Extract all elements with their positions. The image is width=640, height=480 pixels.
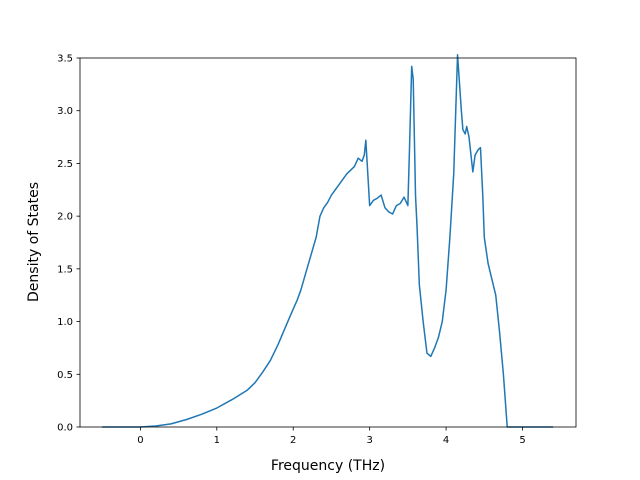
- y-axis-ticks: 0.0 0.5 1.0 1.5 2.0 2.5 3.0 3.5: [57, 54, 80, 434]
- x-tick-label: 3: [366, 435, 372, 446]
- plot-area: [79, 54, 577, 428]
- y-tick-label: 0.5: [57, 370, 73, 381]
- y-tick-label: 1.0: [57, 317, 73, 328]
- y-tick-label: 3.5: [57, 54, 73, 65]
- x-axis-label: Frequency (THz): [271, 458, 385, 474]
- y-tick-label: 3.0: [57, 106, 73, 117]
- dos-series-line: [102, 54, 554, 428]
- x-tick-label: 0: [137, 435, 143, 446]
- x-tick-label: 1: [214, 435, 220, 446]
- y-axis-label: Density of States: [26, 182, 42, 302]
- x-tick-label: 2: [290, 435, 296, 446]
- y-tick-label: 2.5: [57, 159, 73, 170]
- y-tick-label: 0.0: [57, 423, 73, 434]
- axes-frame: [79, 57, 577, 428]
- y-tick-label: 2.0: [57, 212, 73, 223]
- x-tick-label: 5: [519, 435, 525, 446]
- x-tick-label: 4: [443, 435, 449, 446]
- y-tick-label: 1.5: [57, 264, 73, 275]
- x-axis-ticks: 0 1 2 3 4 5: [137, 427, 526, 446]
